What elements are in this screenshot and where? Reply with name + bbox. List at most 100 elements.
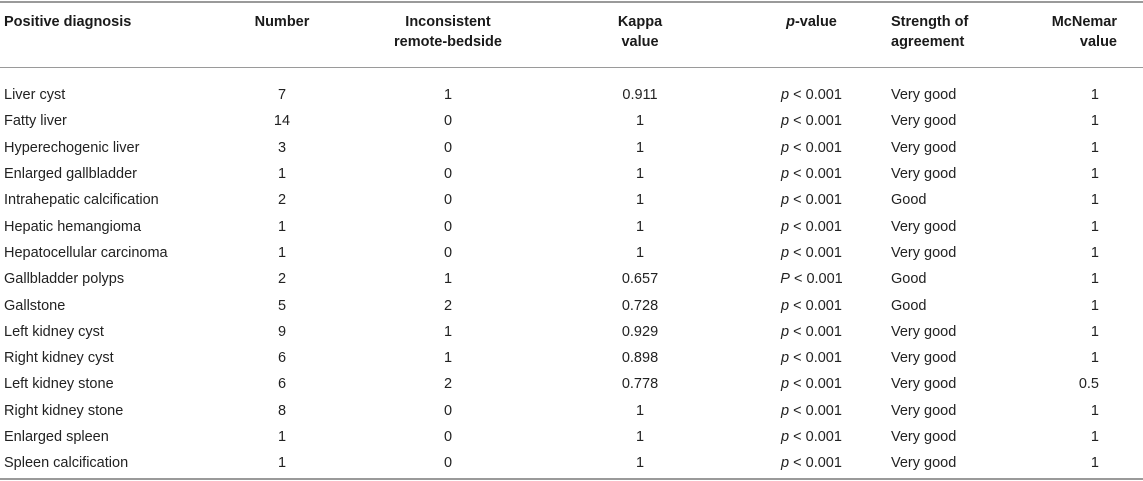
cell-diagnosis: Hepatocellular carcinoma [4,244,168,261]
cell-inconsistent: 0 [443,244,453,261]
table-row: Intrahepatic calcification 2 0 1 p < 0.001 Go… [0,187,1143,213]
table-row: Gallstone 5 2 0.728 p < 0.001 Good 1 [0,292,1143,318]
p-threshold: < 0.001 [789,192,842,209]
cell-inconsistent: 0 [443,429,453,445]
cell-kappa: 0.728 [621,297,659,314]
cell-inconsistent: 0 [443,455,453,472]
cell-kappa: 1 [635,192,645,209]
cell-kappa: 1 [635,113,645,130]
cell-kappa: 0.657 [621,271,659,288]
cell-mcnemar: 1 [1090,350,1099,367]
p-symbol: p [781,244,790,261]
cell-inconsistent: 1 [443,350,453,367]
cell-p-value: p < 0.001 [736,424,887,450]
p-symbol: p [781,218,790,235]
cell-strength: Very good [891,218,957,235]
cell-inconsistent: 1 [443,87,453,104]
header-mcnemar: McNemar value [1051,14,1117,50]
cell-diagnosis: Gallstone [4,297,66,314]
cell-mcnemar: 0.5 [1078,376,1099,393]
p-threshold: < 0.001 [789,218,842,235]
top-rule [0,1,1143,3]
p-symbol: p [781,113,790,130]
cell-strength: Good [891,297,927,314]
cell-number: 3 [277,139,287,156]
p-threshold: < 0.001 [789,297,842,314]
header-kappa: Kappa value [617,14,663,50]
cell-diagnosis: Fatty liver [4,113,67,130]
cell-kappa: 1 [635,244,645,261]
cell-p-value: p < 0.001 [736,108,887,134]
cell-diagnosis: Left kidney cyst [4,323,104,340]
p-threshold: < 0.001 [789,166,842,183]
cell-strength: Very good [891,323,957,340]
cell-inconsistent: 1 [443,323,453,340]
p-symbol: p [781,87,790,104]
table-row: Hepatocellular carcinoma 1 0 1 p < 0.001 Very… [0,240,1143,266]
cell-diagnosis: Gallbladder polyps [4,271,125,288]
cell-number: 1 [277,218,287,235]
header-p-value: p-value [786,14,837,30]
cell-diagnosis: Liver cyst [4,87,66,104]
p-threshold: < 0.001 [789,244,842,261]
cell-diagnosis: Enlarged spleen [4,429,109,445]
table-row: Liver cyst 7 1 0.911 p < 0.001 Very good 1 [0,76,1143,108]
cell-number: 14 [273,113,291,130]
cell-kappa: 0.778 [621,376,659,393]
header-rule [0,67,1143,68]
cell-strength: Very good [891,244,957,261]
cell-number: 1 [277,244,287,261]
p-threshold: < 0.001 [789,323,842,340]
header-inconsistent: Inconsistent remote-bedside [394,14,502,50]
cell-number: 7 [277,87,287,104]
p-symbol: p [781,402,790,419]
cell-inconsistent: 0 [443,166,453,183]
cell-inconsistent: 2 [443,376,453,393]
cell-strength: Very good [891,376,957,393]
cell-p-value: p < 0.001 [736,213,887,239]
table-row: Spleen calcification 1 0 1 p < 0.001 Very goo… [0,450,1143,476]
p-threshold: < 0.001 [789,402,842,419]
p-threshold: < 0.001 [789,350,842,367]
cell-strength: Very good [891,455,957,472]
p-threshold: < 0.001 [789,376,842,393]
cell-p-value: p < 0.001 [736,292,887,318]
cell-inconsistent: 0 [443,402,453,419]
cell-diagnosis: Left kidney stone [4,376,114,393]
cell-number: 1 [277,429,287,445]
cell-kappa: 1 [635,218,645,235]
p-threshold: < 0.001 [789,429,842,445]
table-row: Enlarged gallbladder 1 0 1 p < 0.001 Very goo… [0,161,1143,187]
cell-mcnemar: 1 [1090,455,1099,472]
cell-strength: Good [891,192,927,209]
cell-inconsistent: 0 [443,113,453,130]
cell-p-value: p < 0.001 [736,398,887,424]
cell-inconsistent: 0 [443,192,453,209]
cell-number: 6 [277,350,287,367]
cell-number: 9 [277,323,287,340]
cell-strength: Very good [891,113,957,130]
cell-number: 6 [277,376,287,393]
cell-mcnemar: 1 [1090,87,1099,104]
cell-strength: Very good [891,139,957,156]
cell-number: 2 [277,192,287,209]
p-threshold: < 0.001 [789,139,842,156]
header-strength: Strength of agreement [891,14,969,50]
cell-number: 1 [277,166,287,183]
cell-kappa: 0.929 [621,323,659,340]
table-row: Fatty liver 14 0 1 p < 0.001 Very good 1 [0,108,1143,134]
cell-mcnemar: 1 [1090,192,1099,209]
cell-p-value: p < 0.001 [736,450,887,476]
p-symbol: P [780,271,790,288]
p-symbol: p [781,323,790,340]
header-row: Positive diagnosis Number Inconsistent re… [0,3,1143,76]
cell-strength: Very good [891,166,957,183]
p-symbol: p [781,192,790,209]
cell-kappa: 1 [635,139,645,156]
cell-p-value: P < 0.001 [736,266,887,292]
cell-kappa: 1 [635,166,645,183]
cell-mcnemar: 1 [1090,113,1099,130]
table-body: Liver cyst 7 1 0.911 p < 0.001 Very good 1 Fatt… [0,76,1143,476]
table-row: Left kidney cyst 9 1 0.929 p < 0.001 Very goo… [0,319,1143,345]
